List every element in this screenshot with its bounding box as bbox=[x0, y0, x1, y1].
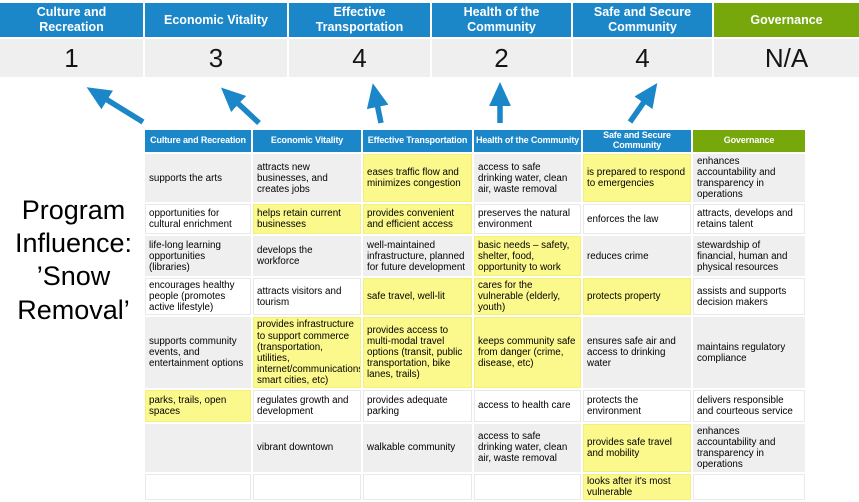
matrix-header-row: Culture and Recreation Economic Vitality… bbox=[145, 130, 805, 152]
matrix-cell: is prepared to respond to emergencies bbox=[583, 154, 691, 203]
table-row: encourages healthy people (promotes acti… bbox=[145, 278, 805, 316]
matrix-cell: looks after it's most vulnerable bbox=[583, 474, 691, 501]
matrix-header: Health of the Community bbox=[474, 130, 581, 152]
program-title-line: Removal’ bbox=[17, 294, 130, 325]
matrix-cell: vibrant downtown bbox=[253, 423, 361, 473]
band-column-governance: Governance N/A bbox=[714, 3, 859, 77]
matrix-cell: enforces the law bbox=[583, 204, 691, 235]
matrix-header: Economic Vitality bbox=[253, 130, 361, 152]
matrix-cell: supports the arts bbox=[145, 154, 251, 203]
score-value: 1 bbox=[0, 39, 143, 77]
table-row: life-long learning opportunities (librar… bbox=[145, 236, 805, 277]
up-arrow-icon bbox=[366, 83, 389, 124]
matrix-cell: keeps community safe from danger (crime,… bbox=[474, 317, 581, 388]
matrix-cell: stewardship of financial, human and phys… bbox=[693, 236, 805, 277]
band-header: Economic Vitality bbox=[145, 3, 287, 37]
matrix-cell: assists and supports decision makers bbox=[693, 278, 805, 316]
matrix-cell: provides convenient and efficient access bbox=[363, 204, 472, 235]
program-title-line: Influence: bbox=[14, 228, 133, 259]
matrix-cell: walkable community bbox=[363, 423, 472, 473]
matrix-cell: eases traffic flow and minimizes congest… bbox=[363, 154, 472, 203]
matrix-cell: opportunities for cultural enrichment bbox=[145, 204, 251, 235]
matrix-cell: helps retain current businesses bbox=[253, 204, 361, 235]
matrix-cell: access to health care bbox=[474, 389, 581, 422]
matrix-cell: enhances accountability and transparency… bbox=[693, 154, 805, 203]
matrix-cell: enhances accountability and transparency… bbox=[693, 423, 805, 473]
matrix-cell bbox=[145, 423, 251, 473]
matrix-cell: access to safe drinking water, clean air… bbox=[474, 154, 581, 203]
matrix-cell: protects property bbox=[583, 278, 691, 316]
table-row: looks after it's most vulnerable bbox=[145, 474, 805, 501]
matrix-cell: reduces crime bbox=[583, 236, 691, 277]
band-column-culture: Culture and Recreation 1 bbox=[0, 3, 143, 77]
score-value: 4 bbox=[289, 39, 430, 77]
band-header: Health of the Community bbox=[432, 3, 571, 37]
program-title-line: Program bbox=[21, 195, 126, 225]
matrix-cell: access to safe drinking water, clean air… bbox=[474, 423, 581, 473]
priorities-matrix: Culture and Recreation Economic Vitality… bbox=[143, 128, 807, 502]
matrix-header: Effective Transportation bbox=[363, 130, 472, 152]
matrix-cell: attracts, develops and retains talent bbox=[693, 204, 805, 235]
up-arrow-icon bbox=[627, 82, 658, 124]
matrix-cell bbox=[253, 474, 361, 501]
band-header: Safe and Secure Community bbox=[573, 3, 712, 37]
matrix-header: Culture and Recreation bbox=[145, 130, 251, 152]
matrix-cell: attracts new businesses, and creates job… bbox=[253, 154, 361, 203]
matrix-header: Safe and Secure Community bbox=[583, 130, 691, 152]
matrix-cell: provides access to multi-modal travel op… bbox=[363, 317, 472, 388]
band-header: Culture and Recreation bbox=[0, 3, 143, 37]
matrix-cell: well-maintained infrastructure, planned … bbox=[363, 236, 472, 277]
matrix-cell bbox=[474, 474, 581, 501]
matrix-cell bbox=[693, 474, 805, 501]
slide: { "side_title": { "line1": "Program", "l… bbox=[0, 3, 859, 501]
band-column-transportation: Effective Transportation 4 bbox=[289, 3, 430, 77]
matrix-header: Governance bbox=[693, 130, 805, 152]
matrix-cell: preserves the natural environment bbox=[474, 204, 581, 235]
matrix-cell: provides safe travel and mobility bbox=[583, 423, 691, 473]
band-column-safety: Safe and Secure Community 4 bbox=[573, 3, 712, 77]
score-value: 2 bbox=[432, 39, 571, 77]
program-title-line: ’Snow bbox=[36, 261, 111, 292]
matrix-cell: provides adequate parking bbox=[363, 389, 472, 422]
matrix-cell bbox=[363, 474, 472, 501]
matrix-cell: safe travel, well-lit bbox=[363, 278, 472, 316]
matrix-cell: ensures safe air and access to drinking … bbox=[583, 317, 691, 388]
matrix-cell: develops the workforce bbox=[253, 236, 361, 277]
score-value: N/A bbox=[714, 39, 859, 77]
table-row: vibrant downtown walkable community acce… bbox=[145, 423, 805, 473]
matrix-cell: encourages healthy people (promotes acti… bbox=[145, 278, 251, 316]
matrix-cell: protects the environment bbox=[583, 389, 691, 422]
matrix-cell: maintains regulatory compliance bbox=[693, 317, 805, 388]
matrix-cell: basic needs – safety, shelter, food, opp… bbox=[474, 236, 581, 277]
band-column-health: Health of the Community 2 bbox=[432, 3, 571, 77]
band-header: Effective Transportation bbox=[289, 3, 430, 37]
band-column-economic: Economic Vitality 3 bbox=[145, 3, 287, 77]
score-band: Culture and Recreation 1 Economic Vitali… bbox=[0, 3, 859, 77]
score-value: 3 bbox=[145, 39, 287, 77]
matrix-cell: supports community events, and entertain… bbox=[145, 317, 251, 388]
matrix-cell bbox=[145, 474, 251, 501]
table-row: opportunities for cultural enrichment he… bbox=[145, 204, 805, 235]
matrix-cell: attracts visitors and tourism bbox=[253, 278, 361, 316]
matrix-cell: provides infrastructure to support comme… bbox=[253, 317, 361, 388]
table-row: supports the arts attracts new businesse… bbox=[145, 154, 805, 203]
program-title: Program Influence: ’Snow Removal’ bbox=[0, 194, 147, 327]
matrix-cell: delivers responsible and courteous servi… bbox=[693, 389, 805, 422]
up-arrow-icon bbox=[86, 87, 145, 125]
matrix-cell: regulates growth and development bbox=[253, 389, 361, 422]
table-row: supports community events, and entertain… bbox=[145, 317, 805, 388]
matrix-cell: life-long learning opportunities (librar… bbox=[145, 236, 251, 277]
up-arrow-icon bbox=[220, 87, 261, 126]
matrix-cell: parks, trails, open spaces bbox=[145, 389, 251, 422]
table-row: parks, trails, open spaces regulates gro… bbox=[145, 389, 805, 422]
score-value: 4 bbox=[573, 39, 712, 77]
matrix-cell: cares for the vulnerable (elderly, youth… bbox=[474, 278, 581, 316]
band-header: Governance bbox=[714, 3, 859, 37]
